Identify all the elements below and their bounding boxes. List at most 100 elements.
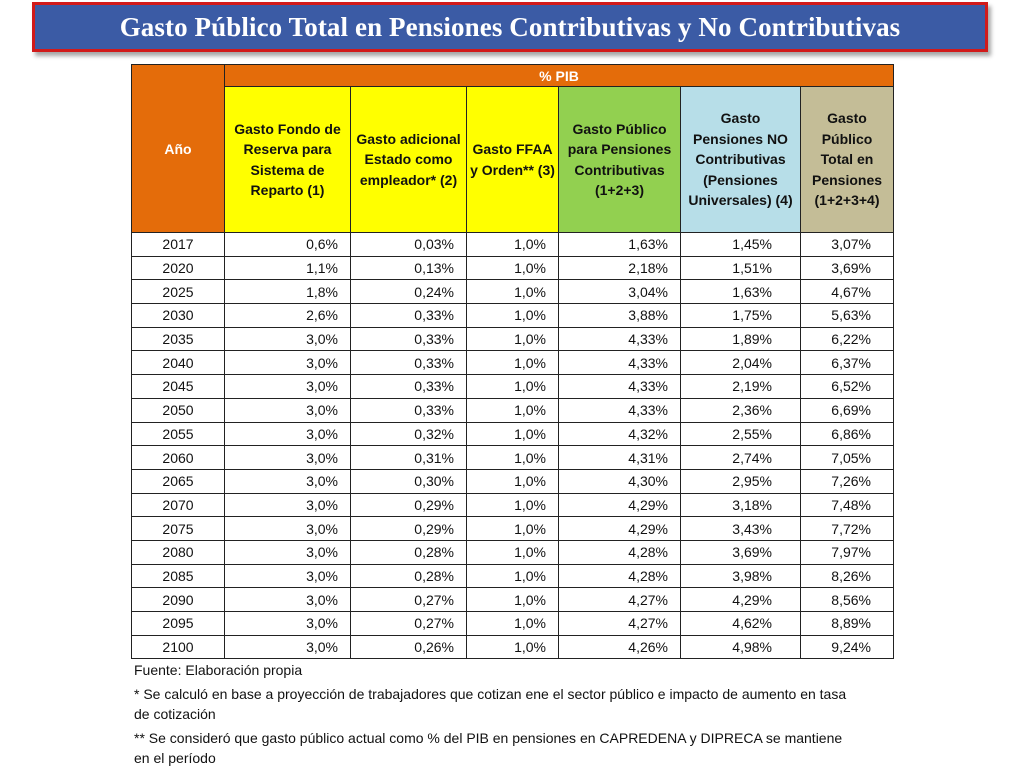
year-cell: 2020 <box>131 255 225 281</box>
value-cell: 4,67% <box>800 279 894 305</box>
value-cell: 1,75% <box>680 303 801 328</box>
value-cell: 1,0% <box>466 492 559 518</box>
value-cell: 2,95% <box>680 468 801 494</box>
value-cell: 2,6% <box>224 303 351 328</box>
value-cell: 3,07% <box>800 232 894 257</box>
value-cell: 4,33% <box>558 350 681 376</box>
value-cell: 1,0% <box>466 255 559 281</box>
footnotes: Fuente: Elaboración propia * Se calculó … <box>134 660 854 772</box>
value-cell: 0,27% <box>350 611 467 636</box>
value-cell: 1,89% <box>680 326 801 352</box>
value-cell: 1,0% <box>466 468 559 494</box>
value-cell: 4,62% <box>680 611 801 636</box>
value-cell: 3,98% <box>680 563 801 589</box>
value-cell: 7,05% <box>800 445 894 470</box>
year-cell: 2035 <box>131 326 225 352</box>
value-cell: 4,33% <box>558 397 681 423</box>
value-cell: 3,0% <box>224 374 351 399</box>
table-row: 2060 3,0% 0,31% 1,0% 4,31% 2,74% 7,05% <box>131 445 894 470</box>
value-cell: 4,32% <box>558 421 681 447</box>
year-cell: 2060 <box>131 445 225 470</box>
value-cell: 3,0% <box>224 611 351 636</box>
table-body: 2017 0,6% 0,03% 1,0% 1,63% 1,45% 3,07% 2020 1,1%… <box>131 232 894 660</box>
value-cell: 1,0% <box>466 539 559 565</box>
table-row: 2080 3,0% 0,28% 1,0% 4,28% 3,69% 7,97% <box>131 539 894 565</box>
table-row: 2100 3,0% 0,26% 1,0% 4,26% 4,98% 9,24% <box>131 634 894 660</box>
year-cell: 2095 <box>131 611 225 636</box>
value-cell: 4,28% <box>558 539 681 565</box>
value-cell: 2,74% <box>680 445 801 470</box>
pension-spending-table: Año % PIB Gasto Fondo de Reserva para Si… <box>131 64 894 660</box>
value-cell: 7,26% <box>800 468 894 494</box>
value-cell: 2,55% <box>680 421 801 447</box>
value-cell: 4,30% <box>558 468 681 494</box>
value-cell: 0,13% <box>350 255 467 281</box>
value-cell: 3,04% <box>558 279 681 305</box>
value-cell: 0,29% <box>350 492 467 518</box>
value-cell: 8,89% <box>800 611 894 636</box>
value-cell: 0,6% <box>224 232 351 257</box>
value-cell: 0,24% <box>350 279 467 305</box>
pib-band-header: % PIB <box>224 64 894 87</box>
value-cell: 3,0% <box>224 634 351 660</box>
value-cell: 3,0% <box>224 445 351 470</box>
year-cell: 2065 <box>131 468 225 494</box>
slide-title: Gasto Público Total en Pensiones Contrib… <box>119 11 901 42</box>
year-cell: 2075 <box>131 516 225 541</box>
column-header: Gasto Público para Pensiones Contributiv… <box>558 86 681 233</box>
value-cell: 9,24% <box>800 634 894 660</box>
table-row: 2045 3,0% 0,33% 1,0% 4,33% 2,19% 6,52% <box>131 374 894 399</box>
value-cell: 8,26% <box>800 563 894 589</box>
value-cell: 4,26% <box>558 634 681 660</box>
value-cell: 1,0% <box>466 516 559 541</box>
table-row: 2035 3,0% 0,33% 1,0% 4,33% 1,89% 6,22% <box>131 326 894 352</box>
value-cell: 0,28% <box>350 563 467 589</box>
value-cell: 0,26% <box>350 634 467 660</box>
source-note: Fuente: Elaboración propia <box>134 662 303 678</box>
value-cell: 1,63% <box>558 232 681 257</box>
value-cell: 1,0% <box>466 445 559 470</box>
value-cell: 4,33% <box>558 326 681 352</box>
table-row: 2055 3,0% 0,32% 1,0% 4,32% 2,55% 6,86% <box>131 421 894 447</box>
value-cell: 1,0% <box>466 634 559 660</box>
value-cell: 7,97% <box>800 539 894 565</box>
value-cell: 2,19% <box>680 374 801 399</box>
value-cell: 3,0% <box>224 326 351 352</box>
value-cell: 0,03% <box>350 232 467 257</box>
year-cell: 2100 <box>131 634 225 660</box>
value-cell: 0,30% <box>350 468 467 494</box>
value-cell: 7,72% <box>800 516 894 541</box>
year-cell: 2025 <box>131 279 225 305</box>
value-cell: 3,0% <box>224 587 351 612</box>
table-row: 2020 1,1% 0,13% 1,0% 2,18% 1,51% 3,69% <box>131 255 894 281</box>
value-cell: 3,18% <box>680 492 801 518</box>
year-cell: 2090 <box>131 587 225 612</box>
footnote-2: ** Se consideró que gasto público actual… <box>134 730 843 766</box>
slide-title-box: Gasto Público Total en Pensiones Contrib… <box>32 2 988 52</box>
value-cell: 3,0% <box>224 492 351 518</box>
table-row: 2090 3,0% 0,27% 1,0% 4,27% 4,29% 8,56% <box>131 587 894 612</box>
value-cell: 5,63% <box>800 303 894 328</box>
value-cell: 0,31% <box>350 445 467 470</box>
value-cell: 1,0% <box>466 397 559 423</box>
value-cell: 0,33% <box>350 303 467 328</box>
value-cell: 1,1% <box>224 255 351 281</box>
value-cell: 8,56% <box>800 587 894 612</box>
table-row: 2085 3,0% 0,28% 1,0% 4,28% 3,98% 8,26% <box>131 563 894 589</box>
value-cell: 0,27% <box>350 587 467 612</box>
column-header: Gasto Fondo de Reserva para Sistema de R… <box>224 86 351 233</box>
column-header: Gasto Público Total en Pensiones (1+2+3+… <box>800 86 894 233</box>
value-cell: 2,36% <box>680 397 801 423</box>
table-row: 2050 3,0% 0,33% 1,0% 4,33% 2,36% 6,69% <box>131 397 894 423</box>
value-cell: 1,51% <box>680 255 801 281</box>
value-cell: 3,0% <box>224 350 351 376</box>
value-cell: 3,69% <box>680 539 801 565</box>
value-cell: 2,04% <box>680 350 801 376</box>
value-cell: 1,63% <box>680 279 801 305</box>
table-row: 2075 3,0% 0,29% 1,0% 4,29% 3,43% 7,72% <box>131 516 894 541</box>
value-cell: 3,0% <box>224 516 351 541</box>
value-cell: 0,29% <box>350 516 467 541</box>
value-cell: 4,29% <box>558 492 681 518</box>
value-cell: 1,0% <box>466 611 559 636</box>
value-cell: 1,0% <box>466 326 559 352</box>
